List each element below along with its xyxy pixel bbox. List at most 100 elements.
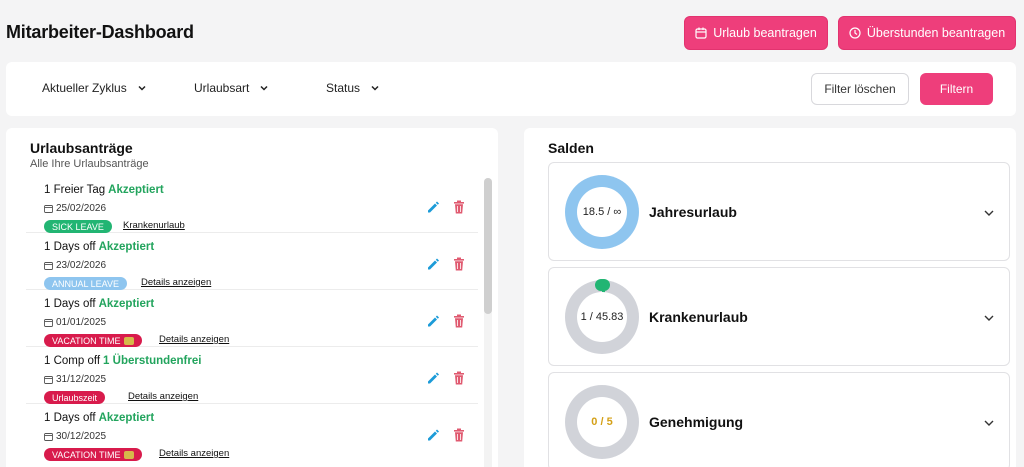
request-vacation-button[interactable]: Urlaub beantragen	[684, 16, 828, 50]
header: Mitarbeiter-Dashboard Urlaub beantragen …	[0, 0, 1024, 62]
balance-ring	[565, 280, 639, 354]
leave-requests-subtitle: Alle Ihre Urlaubsanträge	[30, 158, 149, 170]
request-date: 01/01/2025	[44, 317, 106, 328]
leave-requests-list: 1 Freier Tag Akzeptiert 25/02/2026 SICK L…	[26, 176, 478, 467]
request-overtime-button[interactable]: Überstunden beantragen	[838, 16, 1016, 50]
balance-card-sick[interactable]: 1 / 45.83 Krankenurlaub	[548, 267, 1010, 366]
leave-type-badge: Urlaubszeit	[44, 391, 106, 404]
calendar-icon	[44, 376, 53, 384]
badge-text: ANNUAL LEAVE	[52, 278, 120, 289]
leave-type-filter-label: Urlaubsart	[194, 81, 250, 95]
calendar-icon	[44, 319, 53, 327]
request-vacation-label: Urlaub beantragen	[713, 26, 817, 40]
chevron-down-icon	[371, 85, 379, 91]
request-title-text: 1 Freier Tag	[44, 184, 106, 196]
request-title: 1 Days off Akzeptiert	[44, 412, 154, 424]
request-status: Akzeptiert	[98, 412, 155, 424]
request-details-link[interactable]: Krankenurlaub	[123, 220, 185, 231]
pencil-icon[interactable]	[426, 200, 440, 214]
chevron-down-icon[interactable]	[983, 207, 995, 219]
page-title: Mitarbeiter-Dashboard	[6, 22, 194, 42]
request-date-text: 01/01/2025	[56, 317, 107, 328]
leave-type-filter-dropdown[interactable]: Urlaubsart	[194, 81, 269, 95]
list-item: 1 Days off Akzeptiert 23/02/2026 ANNUAL L…	[26, 233, 478, 290]
request-title-text: 1 Comp off	[44, 355, 101, 367]
request-title: 1 Comp off 1 Überstundenfrei	[44, 355, 201, 367]
request-details-link[interactable]: Details anzeigen	[141, 277, 212, 288]
list-item: 1 Comp off 1 Überstundenfrei 31/12/2025 U…	[26, 347, 478, 404]
request-details-link[interactable]: Details anzeigen	[159, 334, 230, 345]
badge-text: VACATION TIME	[52, 449, 121, 460]
calendar-icon	[695, 27, 707, 39]
calendar-icon	[44, 262, 53, 270]
trash-icon[interactable]	[453, 257, 465, 271]
list-item: 1 Days off Akzeptiert 01/01/2025 VACATION…	[26, 290, 478, 347]
trash-icon[interactable]	[453, 428, 465, 442]
request-details-link[interactable]: Details anzeigen	[128, 391, 199, 402]
cycle-filter-dropdown[interactable]: Aktueller Zyklus	[42, 81, 147, 95]
balance-value: 0 / 5	[591, 416, 613, 428]
leave-type-badge: SICK LEAVE	[44, 220, 112, 233]
chevron-down-icon	[138, 85, 146, 91]
balance-ring	[565, 385, 639, 459]
request-date: 23/02/2026	[44, 260, 106, 271]
palm-emoji-icon	[123, 450, 134, 459]
requests-scrollbar[interactable]	[484, 178, 492, 467]
leave-requests-title: Urlaubsanträge	[30, 140, 133, 156]
leave-type-badge: VACATION TIME	[44, 334, 142, 347]
leave-requests-panel: Urlaubsanträge Alle Ihre Urlaubsanträge …	[6, 128, 498, 467]
request-date: 31/12/2025	[44, 374, 106, 385]
apply-filter-button[interactable]: Filtern	[920, 73, 993, 105]
trash-icon[interactable]	[453, 371, 465, 385]
request-overtime-label: Überstunden beantragen	[866, 26, 1006, 40]
trash-icon[interactable]	[453, 200, 465, 214]
request-status: Akzeptiert	[98, 241, 155, 253]
cycle-filter-label: Aktueller Zyklus	[42, 81, 127, 95]
request-title: 1 Freier Tag Akzeptiert	[44, 184, 164, 196]
request-date-text: 30/12/2025	[56, 431, 107, 442]
balance-card-approval[interactable]: 0 / 5 Genehmigung	[548, 372, 1010, 467]
request-title-text: 1 Days off	[44, 412, 96, 424]
pencil-icon[interactable]	[426, 257, 440, 271]
request-date: 30/12/2025	[44, 431, 106, 442]
pencil-icon[interactable]	[426, 371, 440, 385]
badge-text: Urlaubszeit	[52, 392, 98, 403]
request-details-link[interactable]: Details anzeigen	[159, 448, 230, 459]
request-date-text: 25/02/2026	[56, 203, 107, 214]
scrollbar-thumb[interactable]	[484, 178, 492, 314]
badge-text: VACATION TIME	[52, 335, 121, 346]
chevron-down-icon[interactable]	[983, 417, 995, 429]
balance-name: Jahresurlaub	[649, 204, 737, 220]
request-date-text: 31/12/2025	[56, 374, 107, 385]
request-date: 25/02/2026	[44, 203, 106, 214]
chevron-down-icon[interactable]	[983, 312, 995, 324]
list-item: 1 Freier Tag Akzeptiert 25/02/2026 SICK L…	[26, 176, 478, 233]
chevron-down-icon	[260, 85, 268, 91]
palm-emoji-icon	[123, 336, 134, 345]
balances-title: Salden	[548, 140, 594, 156]
filter-bar: Aktueller Zyklus Urlaubsart Status Filte…	[6, 62, 1016, 116]
badge-text: SICK LEAVE	[52, 221, 104, 232]
pencil-icon[interactable]	[426, 314, 440, 328]
status-filter-label: Status	[326, 81, 361, 95]
request-title: 1 Days off Akzeptiert	[44, 298, 154, 310]
status-filter-dropdown[interactable]: Status	[326, 81, 380, 95]
request-status: Akzeptiert	[98, 298, 155, 310]
pencil-icon[interactable]	[426, 428, 440, 442]
calendar-icon	[44, 433, 53, 441]
balance-name: Krankenurlaub	[649, 309, 748, 325]
list-item: 1 Days off Akzeptiert 30/12/2025 VACATION…	[26, 404, 478, 461]
clock-icon	[849, 27, 861, 39]
balances-panel: Salden 18.5 / ∞ Jahresurlaub 1 / 45.83 K…	[524, 128, 1016, 467]
request-status: 1 Überstundenfrei	[103, 355, 202, 367]
clear-filters-button[interactable]: Filter löschen	[811, 73, 909, 105]
request-date-text: 23/02/2026	[56, 260, 107, 271]
balance-name: Genehmigung	[649, 414, 744, 430]
balance-ring	[565, 175, 639, 249]
balance-card-annual[interactable]: 18.5 / ∞ Jahresurlaub	[548, 162, 1010, 261]
balance-value: 1 / 45.83	[580, 311, 624, 323]
request-title-text: 1 Days off	[44, 298, 96, 310]
trash-icon[interactable]	[453, 314, 465, 328]
leave-type-badge: ANNUAL LEAVE	[44, 277, 128, 290]
balance-value: 18.5 / ∞	[582, 206, 622, 218]
